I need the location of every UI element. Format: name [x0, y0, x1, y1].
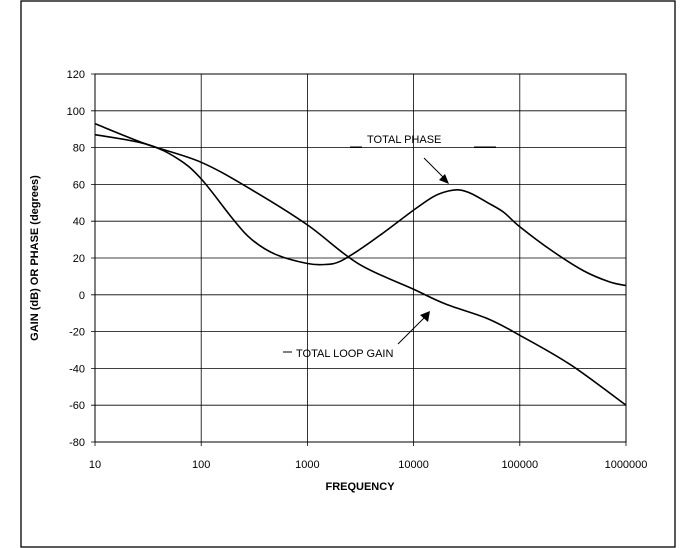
x-tick-label: 10 [89, 459, 101, 471]
x-tick-label: 100000 [501, 459, 538, 471]
y-tick-label: 120 [67, 69, 85, 81]
gain-arrow-head [420, 311, 430, 322]
x-tick-labels: 10 100 1000 10000 100000 1000000 [89, 459, 648, 471]
plot-area [94, 73, 627, 443]
y-tick-label: -80 [69, 437, 85, 449]
series-lines [94, 122, 627, 406]
y-tick-label: -40 [69, 363, 85, 375]
y-tick-label: 40 [73, 216, 85, 228]
y-tick-label: 20 [73, 253, 85, 265]
y-tick-labels: 120 100 80 60 40 20 0 -20 -40 -60 -80 [67, 69, 85, 449]
annotation-total-loop-gain: TOTAL LOOP GAIN [296, 348, 393, 360]
y-tick-label: 80 [73, 143, 85, 155]
y-axis-title: GAIN (dB) OR PHASE (degrees) [29, 175, 41, 341]
x-axis-title: FREQUENCY [325, 481, 395, 493]
y-tick-label: 0 [79, 290, 85, 302]
phase-arrow-shaft [423, 157, 445, 179]
y-tick-label: -60 [69, 400, 85, 412]
x-tick-label: 1000000 [605, 459, 648, 471]
series-line-total-loop-gain [94, 122, 627, 406]
chart-frame [20, 0, 676, 548]
phase-arrow-head [439, 174, 449, 184]
x-tick-label: 10000 [398, 459, 429, 471]
y-tick-label: 100 [67, 106, 85, 118]
gain-arrow-shaft [397, 317, 425, 345]
x-tick-label: 1000 [295, 459, 319, 471]
y-tick-label: 60 [73, 179, 85, 191]
series-line-total-phase [94, 133, 627, 287]
y-tick-label: -20 [69, 327, 85, 339]
annotation-total-phase: TOTAL PHASE [367, 134, 441, 146]
x-tick-label: 100 [192, 459, 210, 471]
